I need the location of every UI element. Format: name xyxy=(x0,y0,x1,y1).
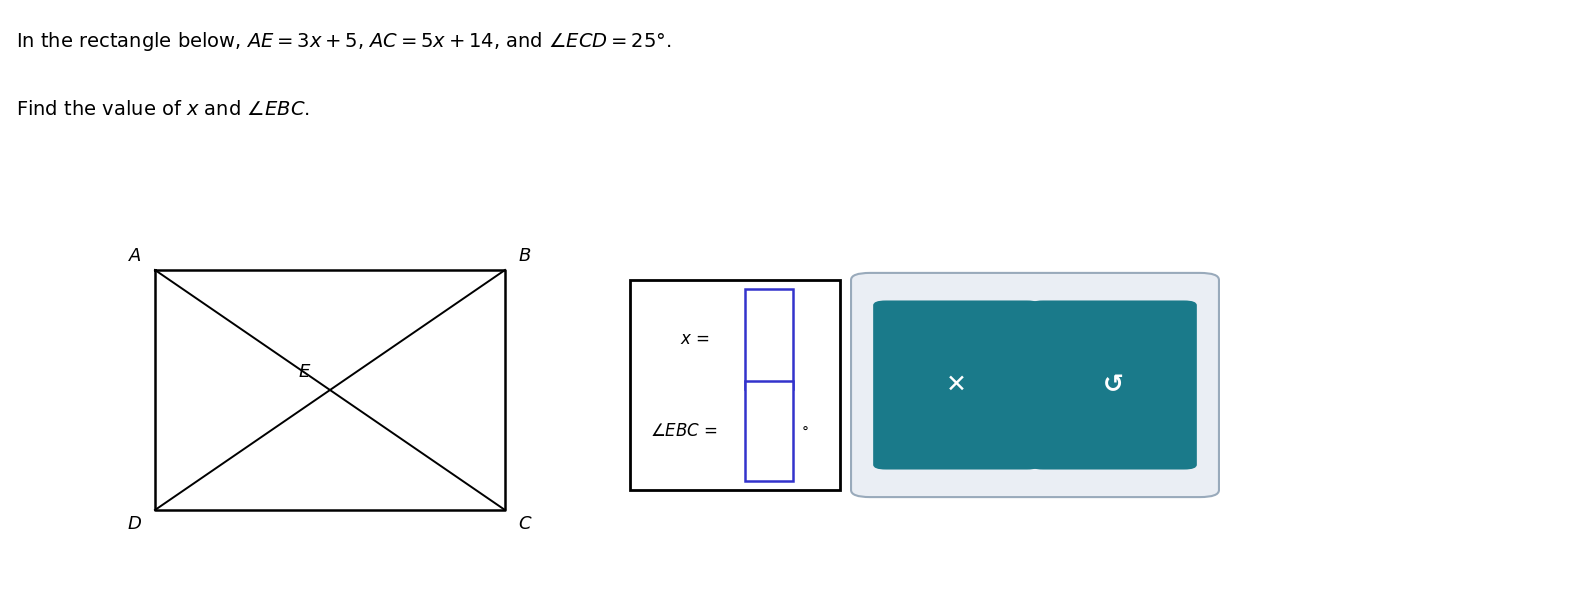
Text: Find the value of $x$ and $\mathit{\angle EBC}$.: Find the value of $x$ and $\mathit{\angl… xyxy=(16,100,310,119)
Text: $°$: $°$ xyxy=(801,424,809,438)
Text: $\mathit{C}$: $\mathit{C}$ xyxy=(518,515,532,532)
FancyBboxPatch shape xyxy=(630,280,841,490)
Text: $\mathit{B}$: $\mathit{B}$ xyxy=(518,247,531,265)
Text: $x$ =: $x$ = xyxy=(679,330,709,348)
FancyBboxPatch shape xyxy=(852,273,1218,497)
FancyBboxPatch shape xyxy=(746,381,793,482)
Text: $\mathit{D}$: $\mathit{D}$ xyxy=(128,515,142,532)
Text: ✕: ✕ xyxy=(946,373,967,397)
Text: ↺: ↺ xyxy=(1103,373,1123,397)
Text: $\mathit{\angle EBC}$ =: $\mathit{\angle EBC}$ = xyxy=(651,422,719,440)
FancyBboxPatch shape xyxy=(1030,300,1196,469)
Text: $\mathit{E}$: $\mathit{E}$ xyxy=(297,363,311,381)
FancyBboxPatch shape xyxy=(874,300,1040,469)
Text: In the rectangle below, $\mathit{AE}=3x+5$, $\mathit{AC}=5x+14$, and $\mathit{\a: In the rectangle below, $\mathit{AE}=3x+… xyxy=(16,30,671,53)
Text: $\mathit{A}$: $\mathit{A}$ xyxy=(128,247,142,265)
FancyBboxPatch shape xyxy=(746,288,793,389)
